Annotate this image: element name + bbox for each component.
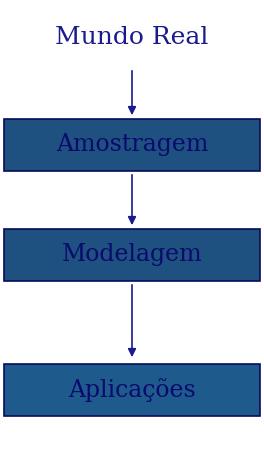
FancyBboxPatch shape xyxy=(4,119,260,171)
Text: Mundo Real: Mundo Real xyxy=(55,26,209,50)
Text: Aplicações: Aplicações xyxy=(68,378,196,402)
FancyBboxPatch shape xyxy=(4,364,260,416)
Text: Modelagem: Modelagem xyxy=(62,244,202,267)
FancyBboxPatch shape xyxy=(4,229,260,281)
Text: Amostragem: Amostragem xyxy=(56,134,208,157)
